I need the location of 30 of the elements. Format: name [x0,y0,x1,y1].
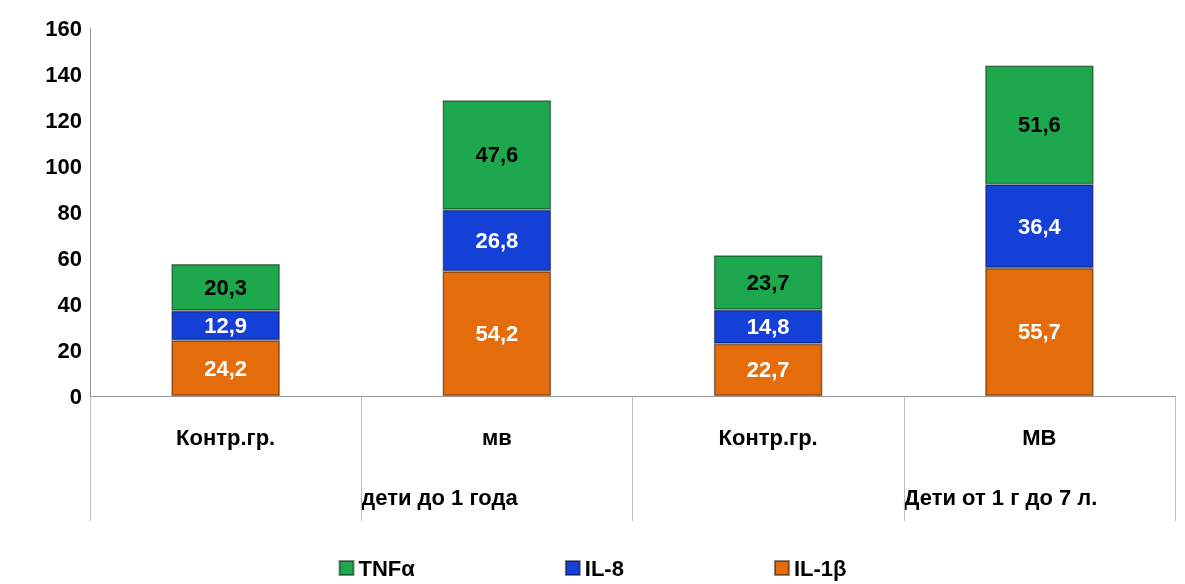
y-tick-label: 100 [45,153,82,179]
legend-label: TNFα [358,555,416,581]
data-label: 20,3 [204,274,248,300]
legend-label: IL-8 [584,555,624,581]
data-label: 54,2 [475,321,519,347]
y-tick-label: 60 [57,245,82,271]
text: дети до 1 года [361,484,519,510]
y-tick-label: 140 [45,61,82,87]
y-tick-label: 0 [69,383,82,409]
data-label: 47,6 [475,142,519,168]
x-tick-label: Контр.гр. [718,424,818,450]
data-label: 51,6 [1017,112,1061,138]
y-tick-label: 120 [45,107,82,133]
y-tick-label: 20 [57,337,82,363]
data-label: 12,9 [204,313,248,339]
y-tick-label: 80 [57,199,82,225]
data-label: 23,7 [746,269,790,295]
data-label: 26,8 [475,228,519,254]
text: Дети от 1 г до 7 л. [903,484,1098,510]
data-label: 36,4 [1017,213,1062,239]
data-label: 14,8 [746,314,790,340]
x-tick-label: мв [481,424,512,450]
data-label: 55,7 [1017,319,1061,345]
x-tick-label: Контр.гр. [176,424,276,450]
legend-label: IL-1β [793,555,847,581]
data-label: 22,7 [746,357,790,383]
x-tick-label: МВ [1022,424,1057,450]
y-tick-label: 160 [45,15,82,41]
y-tick-label: 40 [57,291,82,317]
data-label: 24,2 [204,355,248,381]
